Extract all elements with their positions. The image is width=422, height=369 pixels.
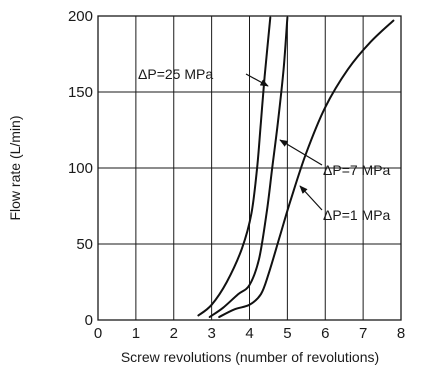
x-axis-label: Screw revolutions (number of revolutions… (121, 349, 379, 365)
series-line-1mpa (218, 19, 395, 318)
series-line-7mpa (208, 16, 289, 318)
annotation-7mpa-label: ΔP=7 MPa (323, 162, 391, 178)
annotations: ΔP=25 MPa ΔP=7 MPa ΔP=1 MPa (138, 66, 391, 223)
x-tick-label: 2 (170, 325, 178, 342)
x-tick-label: 6 (321, 325, 329, 342)
series-line-25mpa (197, 16, 272, 317)
series-lines (197, 16, 395, 318)
x-tick-label: 1 (132, 325, 140, 342)
x-tick-label: 0 (94, 325, 102, 342)
plot-frame (97, 15, 402, 321)
annotation-1mpa-arrow (299, 185, 323, 211)
x-tick-label: 5 (283, 325, 291, 342)
y-tick-label: 150 (68, 84, 93, 101)
x-tick-label: 7 (359, 325, 367, 342)
x-tick-label: 4 (245, 325, 253, 342)
x-tick-label: 3 (207, 325, 215, 342)
annotation-7mpa-arrow (279, 139, 323, 166)
y-axis-label: Flow rate (L/min) (7, 115, 23, 220)
annotation-25mpa-arrow (245, 73, 269, 87)
grid (97, 15, 402, 321)
y-tick-label: 100 (68, 160, 93, 177)
y-tick-label: 50 (76, 236, 93, 253)
y-tick-label: 0 (85, 312, 93, 329)
annotation-1mpa-label: ΔP=1 MPa (323, 207, 391, 223)
tick-labels: 0 1 2 3 4 5 6 7 8 0 50 100 150 200 (68, 8, 405, 342)
x-tick-label: 8 (397, 325, 405, 342)
annotation-25mpa-label: ΔP=25 MPa (138, 66, 213, 82)
y-tick-label: 200 (68, 8, 93, 25)
